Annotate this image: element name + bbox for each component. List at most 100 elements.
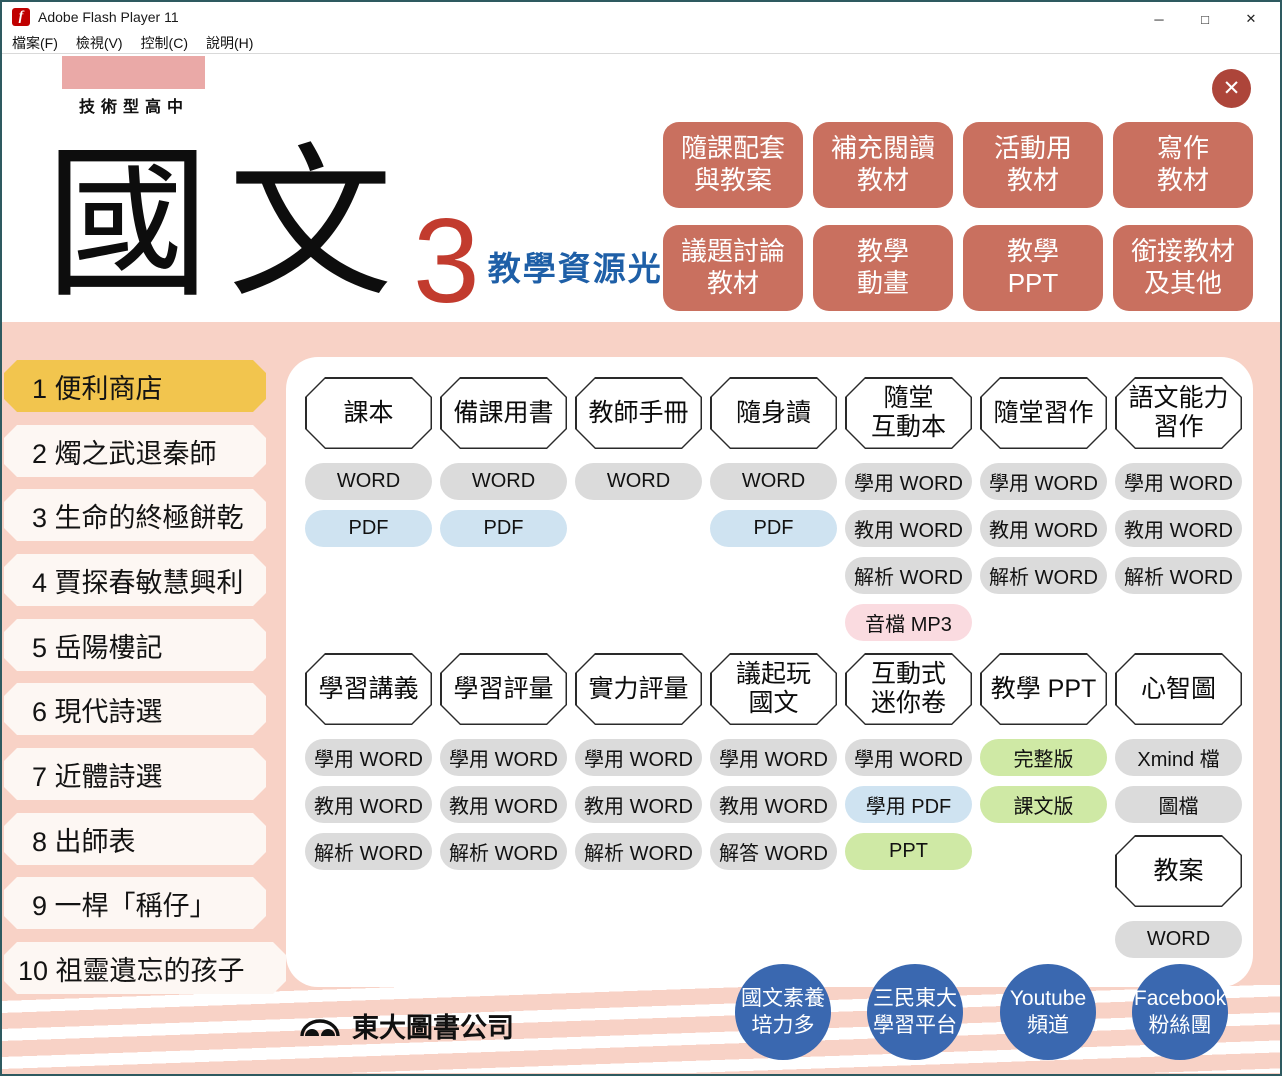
resource-button-label: 教學 PPT bbox=[982, 655, 1106, 724]
resource-pill[interactable]: 學用 WORD bbox=[575, 739, 702, 776]
category-button-6[interactable]: 教學 PPT bbox=[963, 225, 1103, 311]
lesson-item-2[interactable]: 2 燭之武退秦師 bbox=[4, 425, 266, 477]
resource-pill[interactable]: Xmind 檔 bbox=[1115, 739, 1242, 776]
category-button-5[interactable]: 教學 動畫 bbox=[813, 225, 953, 311]
resource-button[interactable]: 心智圖 bbox=[1115, 653, 1242, 725]
resource-pill[interactable]: PDF bbox=[440, 510, 567, 547]
resource-pill[interactable]: 教用 WORD bbox=[305, 786, 432, 823]
resource-button[interactable]: 學習評量 bbox=[440, 653, 567, 725]
resource-button[interactable]: 教學 PPT bbox=[980, 653, 1107, 725]
resource-button[interactable]: 學習講義 bbox=[305, 653, 432, 725]
resource-pill[interactable]: 教用 WORD bbox=[710, 786, 837, 823]
lesson-item-1[interactable]: 1 便利商店 bbox=[4, 360, 266, 412]
window-controls: ─ □ ✕ bbox=[1136, 4, 1274, 34]
resource-column-bottom-5: 教學 PPT 完整版課文版 bbox=[980, 653, 1107, 833]
disc-subtitle: 教學資源光碟 bbox=[487, 250, 698, 287]
lesson-item-10[interactable]: 10 祖靈遺忘的孩子 bbox=[4, 942, 286, 994]
resource-pill[interactable]: PDF bbox=[710, 510, 837, 547]
resource-pill[interactable]: PPT bbox=[845, 833, 972, 870]
resource-pill[interactable]: 教用 WORD bbox=[845, 510, 972, 547]
resource-button[interactable]: 實力評量 bbox=[575, 653, 702, 725]
lesson-item-5[interactable]: 5 岳陽樓記 bbox=[4, 619, 266, 671]
resource-pill[interactable]: WORD bbox=[710, 463, 837, 500]
maximize-button[interactable]: □ bbox=[1201, 11, 1209, 27]
resource-button[interactable]: 互動式 迷你卷 bbox=[845, 653, 972, 725]
resource-pill[interactable]: 解析 WORD bbox=[980, 557, 1107, 594]
resource-button[interactable]: 隨堂 互動本 bbox=[845, 377, 972, 449]
close-button[interactable]: ✕ bbox=[1245, 11, 1257, 26]
resource-column-top-1: 備課用書 WORD PDF bbox=[440, 377, 567, 557]
resource-pill[interactable]: 教用 WORD bbox=[980, 510, 1107, 547]
dongda-logo-icon bbox=[300, 1018, 340, 1036]
resource-pill[interactable]: 圖檔 bbox=[1115, 786, 1242, 823]
lesson-item-3[interactable]: 3 生命的終極餅乾 bbox=[4, 489, 266, 541]
resource-pill[interactable]: 解析 WORD bbox=[845, 557, 972, 594]
lesson-item-9[interactable]: 9 一桿「稱仔」 bbox=[4, 877, 266, 929]
resource-pill[interactable]: WORD bbox=[440, 463, 567, 500]
subject-title: 國文 bbox=[45, 133, 411, 317]
resource-pill[interactable]: 完整版 bbox=[980, 739, 1107, 776]
resource-button[interactable]: 隨堂習作 bbox=[980, 377, 1107, 449]
link-circle-facebook[interactable]: Facebook 粉絲團 bbox=[1132, 964, 1228, 1060]
resource-button[interactable]: 隨身讀 bbox=[710, 377, 837, 449]
resource-pill[interactable]: 解析 WORD bbox=[305, 833, 432, 870]
resource-pill[interactable]: 教用 WORD bbox=[575, 786, 702, 823]
category-button-2[interactable]: 活動用 教材 bbox=[963, 122, 1103, 208]
menu-item-3[interactable]: 說明(H) bbox=[206, 34, 254, 51]
resource-pill[interactable]: 解析 WORD bbox=[575, 833, 702, 870]
category-button-3[interactable]: 寫作 教材 bbox=[1113, 122, 1253, 208]
resource-pill[interactable]: 音檔 MP3 bbox=[845, 604, 972, 641]
resource-pill[interactable]: WORD bbox=[575, 463, 702, 500]
resource-pill[interactable]: 學用 WORD bbox=[845, 463, 972, 500]
resource-pill[interactable]: 學用 PDF bbox=[845, 786, 972, 823]
resource-column-bottom-2: 實力評量學用 WORD 教用 WORD 解析 WORD bbox=[575, 653, 702, 880]
resource-pill[interactable]: PDF bbox=[305, 510, 432, 547]
menu-item-2[interactable]: 控制(C) bbox=[140, 34, 188, 51]
category-button-1[interactable]: 補充閱讀 教材 bbox=[813, 122, 953, 208]
lesson-item-8[interactable]: 8 出師表 bbox=[4, 813, 266, 865]
resource-button-label: 學習講義 bbox=[307, 655, 431, 724]
resource-pill[interactable]: 學用 WORD bbox=[440, 739, 567, 776]
link-circle-suyang[interactable]: 國文素養 培力多 bbox=[735, 964, 831, 1060]
resource-pill[interactable]: 解答 WORD bbox=[710, 833, 837, 870]
resource-pill[interactable]: 學用 WORD bbox=[845, 739, 972, 776]
resource-column-top-5: 隨堂習作學用 WORD 教用 WORD 解析 WORD bbox=[980, 377, 1107, 604]
resource-button[interactable]: 備課用書 bbox=[440, 377, 567, 449]
resource-pill[interactable]: WORD bbox=[1115, 921, 1242, 958]
resource-column-bottom-0: 學習講義學用 WORD 教用 WORD 解析 WORD bbox=[305, 653, 432, 880]
menu-item-1[interactable]: 檢視(V) bbox=[75, 34, 123, 51]
resource-button[interactable]: 教師手冊 bbox=[575, 377, 702, 449]
link-circle-platform[interactable]: 三民東大 學習平台 bbox=[867, 964, 963, 1060]
resource-pill[interactable]: 學用 WORD bbox=[1115, 463, 1242, 500]
resource-column-top-4: 隨堂 互動本學用 WORD 教用 WORD 解析 WORD 音檔 MP3 bbox=[845, 377, 972, 651]
resource-button[interactable]: 議起玩 國文 bbox=[710, 653, 837, 725]
resource-pill[interactable]: 解析 WORD bbox=[1115, 557, 1242, 594]
resource-column-bottom-1: 學習評量學用 WORD 教用 WORD 解析 WORD bbox=[440, 653, 567, 880]
resource-pill[interactable]: 學用 WORD bbox=[305, 739, 432, 776]
category-button-4[interactable]: 議題討論 教材 bbox=[663, 225, 803, 311]
resource-pill[interactable]: 課文版 bbox=[980, 786, 1107, 823]
lesson-item-6[interactable]: 6 現代詩選 bbox=[4, 683, 266, 735]
disc-title: 國文 3 教學資源光碟 bbox=[45, 112, 698, 320]
category-button-7[interactable]: 銜接教材 及其他 bbox=[1113, 225, 1253, 311]
resource-button[interactable]: 課本 bbox=[305, 377, 432, 449]
lesson-item-4[interactable]: 4 賈探春敏慧興利 bbox=[4, 554, 266, 606]
resource-button-label: 議起玩 國文 bbox=[712, 655, 836, 724]
category-button-0[interactable]: 隨課配套 與教案 bbox=[663, 122, 803, 208]
titlebar[interactable]: f Adobe Flash Player 11 ─ □ ✕ bbox=[2, 2, 1280, 32]
resource-button[interactable]: 語文能力 習作 bbox=[1115, 377, 1242, 449]
lesson-item-7[interactable]: 7 近體詩選 bbox=[4, 748, 266, 800]
resource-button[interactable]: 教案 bbox=[1115, 835, 1242, 907]
resource-pill[interactable]: 教用 WORD bbox=[1115, 510, 1242, 547]
resource-pill[interactable]: 教用 WORD bbox=[440, 786, 567, 823]
close-disc-button[interactable]: ✕ bbox=[1212, 69, 1251, 108]
link-circle-youtube[interactable]: Youtube 頻道 bbox=[1000, 964, 1096, 1060]
resource-pill[interactable]: WORD bbox=[305, 463, 432, 500]
resource-button-label: 隨身讀 bbox=[712, 379, 836, 448]
menu-item-0[interactable]: 檔案(F) bbox=[12, 34, 58, 51]
resource-pill[interactable]: 解析 WORD bbox=[440, 833, 567, 870]
resource-pill[interactable]: 學用 WORD bbox=[710, 739, 837, 776]
resource-button-label: 實力評量 bbox=[577, 655, 701, 724]
resource-pill[interactable]: 學用 WORD bbox=[980, 463, 1107, 500]
minimize-button[interactable]: ─ bbox=[1154, 11, 1164, 27]
